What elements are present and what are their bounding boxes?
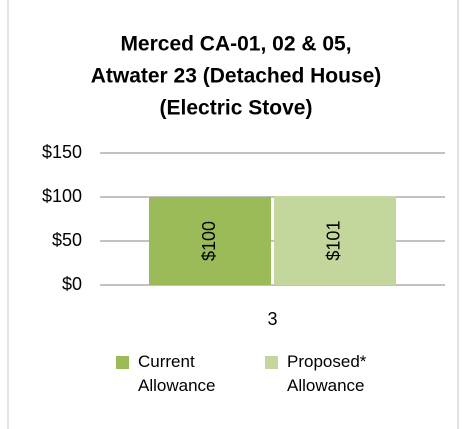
y-tick-label: $150	[42, 142, 82, 162]
y-tick-label: $50	[52, 230, 82, 250]
legend-label: Proposed* Allowance	[287, 352, 367, 395]
legend-label: Current Allowance	[138, 352, 216, 395]
y-tick-label: $100	[42, 186, 82, 206]
chart-title: Atwater 23 (Detached House)	[91, 65, 382, 88]
chart-title: Merced CA-01, 02 & 05,	[120, 33, 351, 56]
bar	[149, 197, 271, 285]
x-tick-label: 3	[267, 309, 277, 329]
y-tick-label: $0	[62, 274, 82, 294]
value-label: $101	[324, 221, 344, 261]
bar	[274, 196, 396, 285]
value-label: $100	[199, 221, 219, 261]
chart-title: (Electric Stove)	[160, 97, 313, 120]
legend-swatch	[116, 356, 129, 369]
legend-swatch	[265, 356, 278, 369]
